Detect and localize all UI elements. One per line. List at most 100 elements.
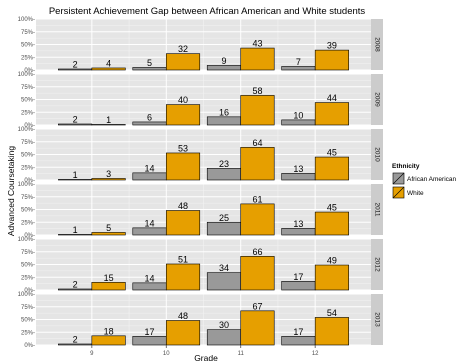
bar-african-american <box>281 281 316 291</box>
bar-african-american <box>206 221 242 236</box>
bar-white <box>91 232 126 236</box>
legend: Ethnicity African American White <box>391 163 457 200</box>
bar-african-american <box>206 272 242 291</box>
bar-african-american <box>206 116 242 126</box>
data-label: 14 <box>145 163 155 173</box>
facet-2011: 0%- 25%- 50%- 75%- 100%- 1 14 25 13 5 48 61 45 2011 <box>18 182 383 239</box>
y-tick-label: 50%- <box>21 98 35 104</box>
data-label: 3 <box>106 169 111 179</box>
y-tick-label: 100%- <box>18 292 35 298</box>
y-tick-label: 100%- <box>18 17 35 23</box>
data-label: 34 <box>219 263 229 273</box>
facet-2009: 0%- 25%- 50%- 75%- 100%- 2 6 16 10 1 40 58 44 2009 <box>18 72 383 129</box>
bar-white <box>314 102 349 126</box>
data-label: 40 <box>178 95 188 105</box>
data-label: 2 <box>73 114 78 124</box>
data-label: 54 <box>327 308 337 318</box>
bar-white <box>240 256 275 291</box>
data-label: 17 <box>293 272 303 282</box>
bar-african-american <box>132 227 167 236</box>
bar-african-american <box>281 173 316 181</box>
y-tick-label: 25%- <box>21 165 35 171</box>
data-label: 17 <box>145 327 155 337</box>
bar-white <box>165 53 201 71</box>
data-label: 14 <box>145 273 155 283</box>
data-label: 61 <box>252 194 262 204</box>
bar-african-american <box>206 65 242 71</box>
data-label: 32 <box>178 44 188 54</box>
y-tick-label: 75%- <box>21 305 35 311</box>
facet-label: 2013 <box>373 312 380 327</box>
data-label: 13 <box>293 219 303 229</box>
y-tick-label: 100%- <box>18 237 35 243</box>
data-label: 25 <box>219 213 229 223</box>
facet-label: 2011 <box>373 203 380 217</box>
y-tick-label: 50%- <box>21 208 35 214</box>
data-label: 1 <box>106 115 111 125</box>
y-tick-label: 25%- <box>21 330 35 336</box>
data-label: 51 <box>178 254 188 264</box>
data-label: 2 <box>73 334 78 344</box>
y-tick-label: 75%- <box>21 140 35 146</box>
bar-white <box>91 282 126 291</box>
bar-african-american <box>281 66 316 71</box>
data-label: 64 <box>252 138 262 148</box>
data-label: 66 <box>252 247 262 257</box>
legend-slash <box>392 172 405 185</box>
data-label: 5 <box>106 223 111 233</box>
y-tick-label: 100%- <box>18 72 35 78</box>
bar-white <box>91 67 126 71</box>
facet-strip <box>371 129 383 180</box>
data-label: 1 <box>73 170 78 180</box>
bar-white <box>91 178 126 181</box>
y-tick-label: 50%- <box>21 263 35 269</box>
data-label: 2 <box>73 279 78 289</box>
data-label: 15 <box>104 273 114 283</box>
bar-white <box>314 317 349 346</box>
data-label: 13 <box>293 164 303 174</box>
x-tick-label: 12 <box>312 351 319 357</box>
y-tick-label: 25%- <box>21 55 35 61</box>
facet-label: 2009 <box>373 92 380 107</box>
y-tick-label: 75%- <box>21 250 35 256</box>
bar-white <box>165 320 201 346</box>
bar-white <box>165 152 201 181</box>
y-tick-label: 25%- <box>21 110 35 116</box>
y-axis-label: Advanced Coursetaking <box>6 146 16 237</box>
x-axis: 9 10 11 12 <box>90 345 319 357</box>
bar-african-american <box>132 336 167 346</box>
data-label: 1 <box>73 225 78 235</box>
x-axis-label: Grade <box>194 353 218 363</box>
y-tick-label: 0%- <box>24 68 35 74</box>
bar-african-american <box>281 228 316 236</box>
y-tick-label: 0%- <box>24 123 35 129</box>
bar-white <box>314 211 349 236</box>
data-label: 48 <box>178 201 188 211</box>
facet-label: 2012 <box>373 257 380 272</box>
legend-label: White <box>407 190 424 197</box>
facet-strip <box>371 19 383 70</box>
data-label: 45 <box>327 203 337 213</box>
y-tick-label: 100%- <box>18 127 35 133</box>
y-tick-label: 0%- <box>24 233 35 239</box>
y-tick-label: 25%- <box>21 275 35 281</box>
facet-2013: 0%- 25%- 50%- 75%- 100%- 2 17 30 17 18 48 67 54 2013 <box>18 292 383 349</box>
data-label: 4 <box>106 58 111 68</box>
facet-strip <box>371 184 383 235</box>
y-tick-label: 75%- <box>21 30 35 36</box>
facet-strip <box>371 74 383 125</box>
bar-white <box>314 156 349 181</box>
data-label: 39 <box>327 41 337 51</box>
data-label: 49 <box>327 256 337 266</box>
data-label: 10 <box>293 110 303 120</box>
data-label: 58 <box>252 86 262 96</box>
data-label: 30 <box>219 320 229 330</box>
data-label: 23 <box>219 159 229 169</box>
chart-title: Persistent Achievement Gap between Afric… <box>49 6 366 17</box>
facet-2012: 0%- 25%- 50%- 75%- 100%- 2 14 34 17 15 51 66 49 2012 <box>18 237 383 294</box>
data-label: 44 <box>327 93 337 103</box>
bar-white <box>165 210 201 236</box>
data-label: 2 <box>73 59 78 69</box>
facet-strip <box>371 239 383 290</box>
data-label: 17 <box>293 327 303 337</box>
